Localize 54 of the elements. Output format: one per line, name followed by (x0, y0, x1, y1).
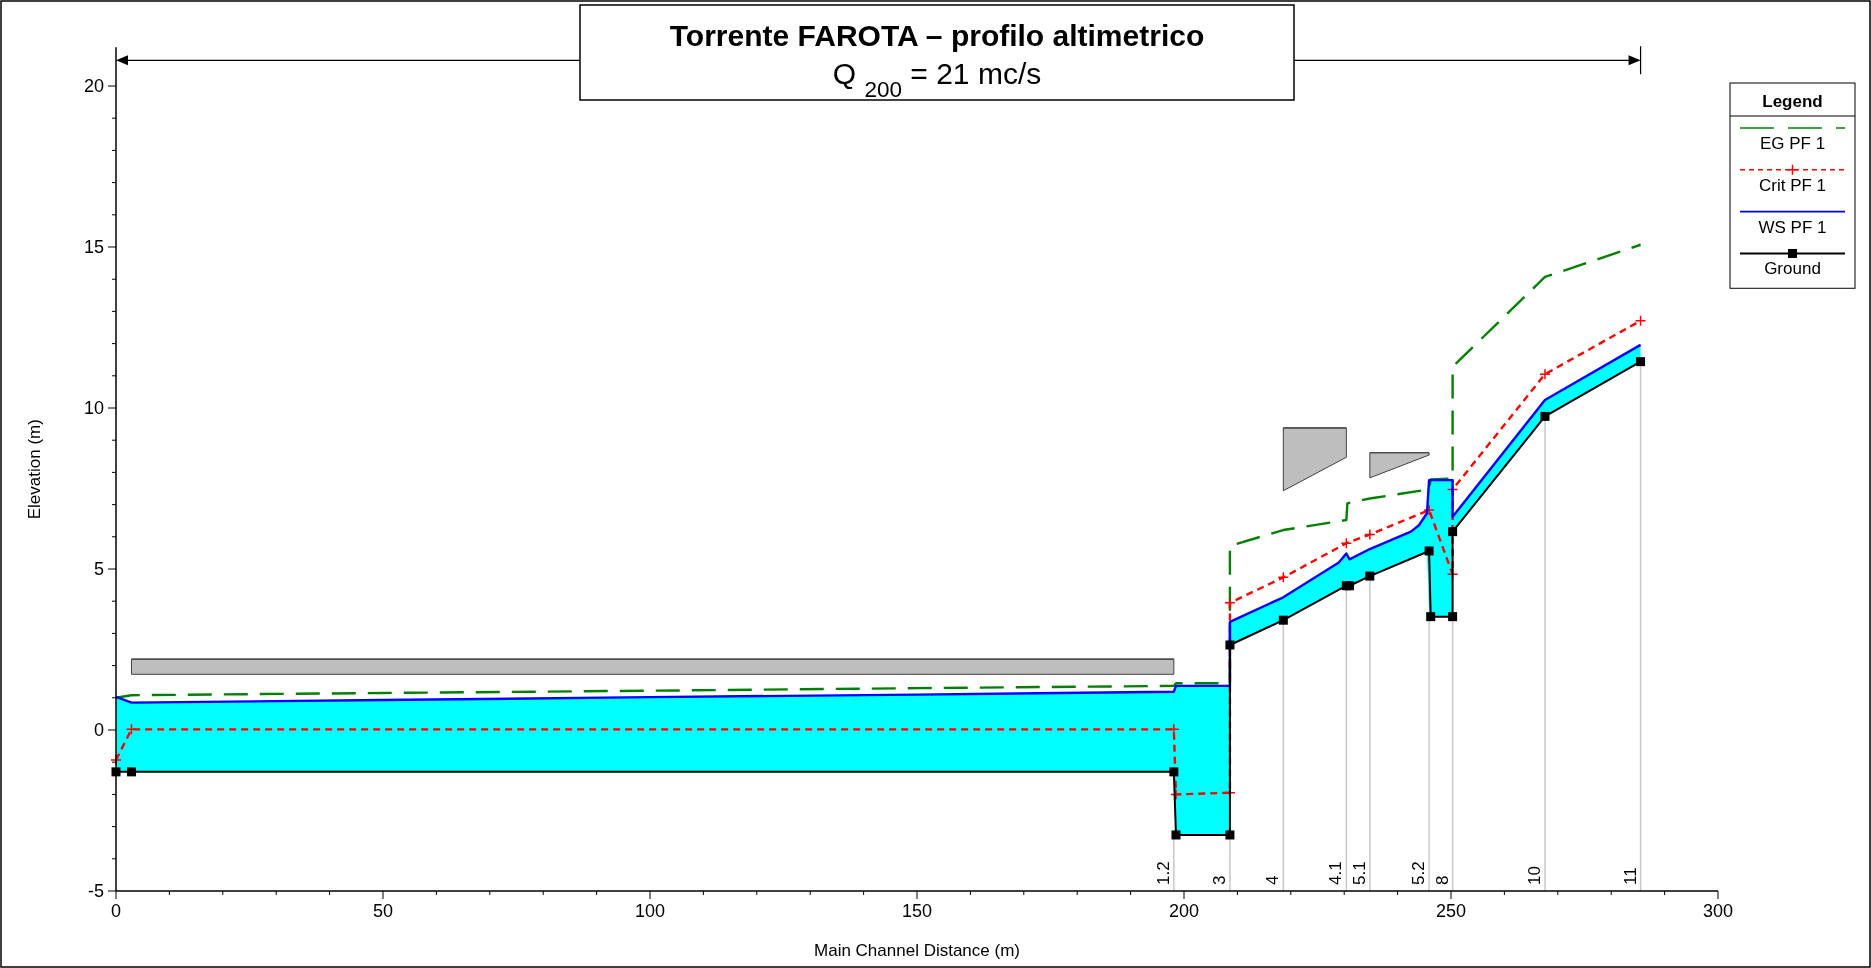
x-tick-label: 300 (1702, 901, 1734, 921)
point (1448, 612, 1458, 622)
y-tick-label: 0 (93, 720, 104, 740)
annotation: 4 (1263, 875, 1283, 885)
x-axis-title: Main Channel Distance (m) (814, 941, 1020, 960)
point (1225, 830, 1235, 840)
legend-title: Legend (1762, 92, 1823, 111)
point (1540, 411, 1550, 421)
y-tick-label: -5 (87, 881, 104, 901)
point (1170, 788, 1182, 801)
point (1634, 314, 1647, 327)
point (1278, 615, 1288, 625)
point (1171, 830, 1181, 840)
legend-label: Ground (1764, 259, 1821, 279)
text: WS PF 1 (1758, 217, 1827, 237)
line-series (114, 343, 1642, 704)
point (1424, 546, 1434, 556)
annotation: 10 (1524, 866, 1544, 885)
annotation: 3 (1209, 875, 1229, 885)
point (1225, 640, 1235, 650)
point (1426, 612, 1436, 622)
x-tick-label: 200 (1168, 901, 1200, 921)
annotation: 1.2 (1153, 861, 1173, 885)
y-tick-label: 5 (93, 559, 104, 579)
point (1169, 767, 1179, 777)
x-tick-label: 100 (634, 901, 666, 921)
point (125, 723, 138, 736)
legend-label: Crit PF 1 (1758, 175, 1827, 195)
point (1340, 537, 1353, 549)
point (1636, 357, 1646, 367)
point (1364, 528, 1376, 541)
point (1345, 581, 1355, 591)
point (1448, 527, 1458, 537)
point (126, 767, 136, 777)
text: EG PF 1 (1759, 134, 1826, 153)
point (1539, 368, 1551, 380)
y-tick-label: 20 (83, 76, 104, 96)
point (1423, 504, 1435, 516)
annotation: 5.2 (1409, 861, 1429, 885)
annotation: 4.1 (1326, 861, 1346, 885)
annotation: 8 (1432, 875, 1452, 885)
x-tick-label: 150 (901, 901, 933, 921)
point (1365, 571, 1375, 581)
y-axis-title: Elevation (m) (25, 419, 44, 520)
y-tick-label: 10 (83, 398, 104, 418)
text: Q $_{200}$ = 21 mc/s (832, 57, 1042, 102)
x-tick-label: 250 (1435, 901, 1467, 921)
chart-title: Torrente FAROTA – profilo altimetrico (669, 19, 1205, 52)
x-tick-label: 50 (372, 901, 394, 921)
y-tick-label: 15 (83, 237, 104, 257)
point (1277, 571, 1290, 584)
annotation: 5.1 (1349, 861, 1369, 885)
x-tick-label: 0 (110, 901, 122, 921)
annotation: 11 (1620, 867, 1640, 885)
